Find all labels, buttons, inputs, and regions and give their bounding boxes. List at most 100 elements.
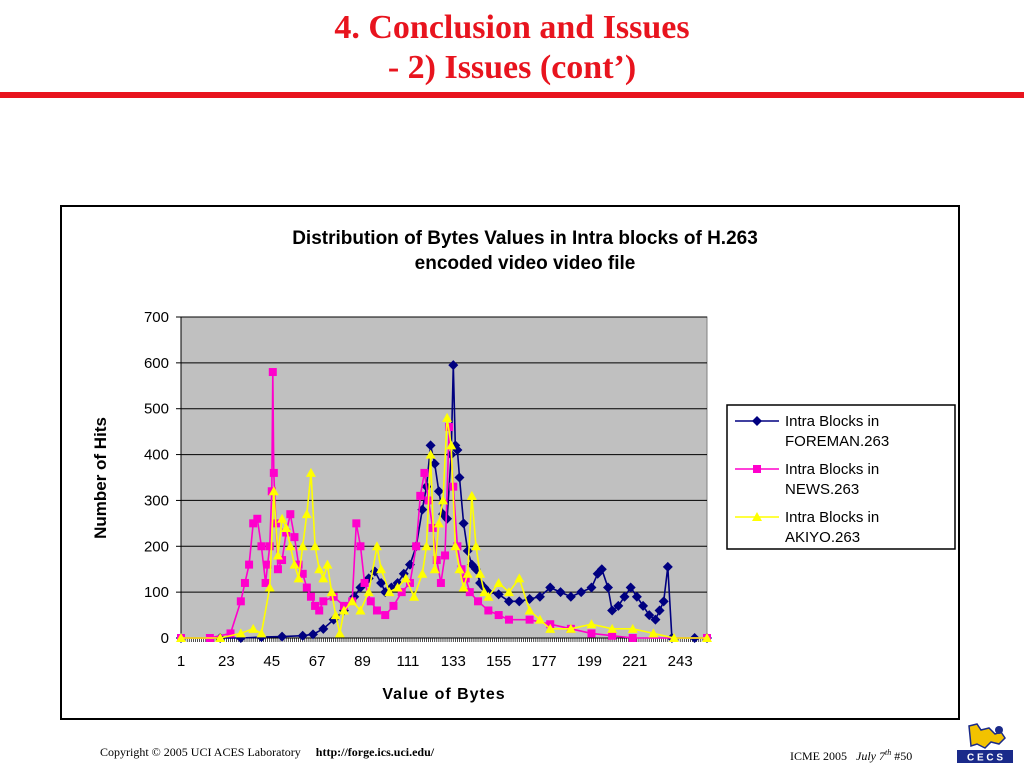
legend-label-1-line2: NEWS.263 (785, 481, 859, 498)
series-2-point-27 (371, 541, 382, 551)
series-1-point-33 (360, 578, 369, 587)
series-1-point-57 (504, 615, 513, 624)
series-2-point-30 (392, 582, 403, 592)
series-1-point-24 (306, 592, 315, 601)
x-tick-label-11: 243 (668, 653, 693, 670)
series-0-point-61 (654, 605, 665, 616)
x-tick-label-2: 45 (263, 653, 280, 670)
series-2-point-38 (437, 495, 448, 505)
y-axis-label: Number of Hits (91, 417, 110, 539)
series-2-point-12 (293, 573, 304, 583)
series-2-point-7 (272, 550, 283, 560)
series-0-point-34 (462, 545, 473, 556)
x-tick-label-6: 133 (441, 653, 466, 670)
series-0-point-33 (458, 518, 469, 529)
lab-url-link[interactable]: http://forge.ics.uci.edu/ (315, 745, 435, 759)
series-2-point-9 (281, 522, 292, 532)
series-2-point-33 (417, 568, 428, 578)
legend-box (726, 404, 956, 550)
legend-label-2-line2: AKIYO.263 (785, 529, 860, 546)
series-0-point-52 (602, 582, 613, 593)
footer-right: ICME 2005 July 7th #50 (790, 748, 912, 764)
x-tick-label-3: 67 (309, 653, 326, 670)
series-1-point-8 (257, 542, 266, 551)
series-2-point-20 (326, 587, 337, 597)
series-0-point-25 (433, 486, 444, 497)
series-2-point-13 (297, 541, 308, 551)
x-tick-label-9: 199 (577, 653, 602, 670)
series-1-point-55 (484, 606, 493, 615)
series-0-point-5 (297, 630, 308, 641)
series-0-point-32 (454, 472, 465, 483)
y-tick-labels: 0 100 200 300 400 500 600 700 (144, 309, 169, 647)
series-0-point-6 (308, 629, 319, 640)
series-1-point-4 (240, 578, 249, 587)
series-0-point-49 (586, 582, 597, 593)
series-1-point-16 (273, 565, 282, 574)
series-0-point-56 (625, 582, 636, 593)
series-1-point-3 (236, 597, 245, 606)
series-2-point-14 (301, 509, 312, 519)
page-number: #50 (894, 749, 913, 763)
series-2-point-37 (433, 518, 444, 528)
series-2-point-57 (586, 619, 597, 629)
slide-title-line1: 4. Conclusion and Issues (334, 9, 690, 46)
series-2-point-42 (454, 564, 465, 574)
series-2-point-52 (514, 573, 525, 583)
series-2-point-40 (446, 440, 457, 450)
series-1-point-34 (366, 597, 375, 606)
legend-label-0-line2: FOREMAN.263 (785, 433, 889, 450)
series-2-point-26 (363, 587, 374, 597)
series-2-point-31 (400, 573, 411, 583)
footer-left: Copyright © 2005 UCI ACES Laboratory htt… (100, 745, 434, 760)
y-tick-label-0: 0 (161, 630, 169, 647)
series-2-point-15 (305, 467, 316, 477)
series-1-point-27 (319, 597, 328, 606)
series-1-point-40 (412, 542, 421, 551)
x-tick-label-5: 111 (396, 653, 419, 670)
series-2-point-53 (524, 605, 535, 615)
series-1-point-25 (311, 601, 320, 610)
series-2-point-17 (314, 564, 325, 574)
series-2-point-54 (534, 614, 545, 624)
series-1-point-63 (628, 634, 637, 642)
y-tick-label-5: 500 (144, 401, 169, 418)
series-0-point-63 (662, 561, 673, 572)
series-0-point-41 (503, 596, 514, 607)
series-1-point-53 (465, 588, 474, 597)
series-2-point-49 (483, 591, 494, 601)
series-2-point-19 (322, 559, 333, 569)
series-0-point-4 (277, 631, 288, 642)
series-2-point-41 (450, 541, 461, 551)
series-1-point-61 (587, 629, 596, 638)
series-0-point-29 (448, 360, 459, 371)
slide-title: 4. Conclusion and Issues - 2) Issues (co… (0, 8, 1024, 88)
series-1-point-62 (608, 631, 617, 640)
series-0-point-57 (631, 591, 642, 602)
series-1-point-39 (405, 578, 414, 587)
series-0-point-45 (545, 582, 556, 593)
series-1-point-5 (245, 560, 254, 569)
series-0-point-59 (644, 610, 655, 621)
series-1-point-41 (416, 491, 425, 500)
chart-title-line1: Distribution of Bytes Values in Intra bl… (292, 228, 758, 249)
series-1-point-45 (432, 556, 441, 565)
series-2-point-8 (277, 513, 288, 523)
logo-text: C E C S (967, 753, 1003, 764)
series-2 (176, 412, 712, 642)
series-2-point-56 (565, 623, 576, 633)
series-2-point-32 (409, 591, 420, 601)
y-tick-label-6: 600 (144, 355, 169, 372)
series-2-point-16 (310, 541, 321, 551)
series-1 (177, 368, 711, 642)
series-0-point-7 (318, 623, 329, 634)
series-2-point-59 (627, 623, 638, 633)
series-1-point-28 (329, 592, 338, 601)
series-0-point-14 (376, 577, 387, 588)
series-1-point-10 (263, 560, 272, 569)
series-1-point-56 (494, 611, 503, 620)
legend-label-1-line1: Intra Blocks in (785, 461, 879, 478)
series-1-point-31 (352, 519, 361, 528)
series-2-point-11 (289, 559, 300, 569)
series-0-point-62 (658, 596, 669, 607)
